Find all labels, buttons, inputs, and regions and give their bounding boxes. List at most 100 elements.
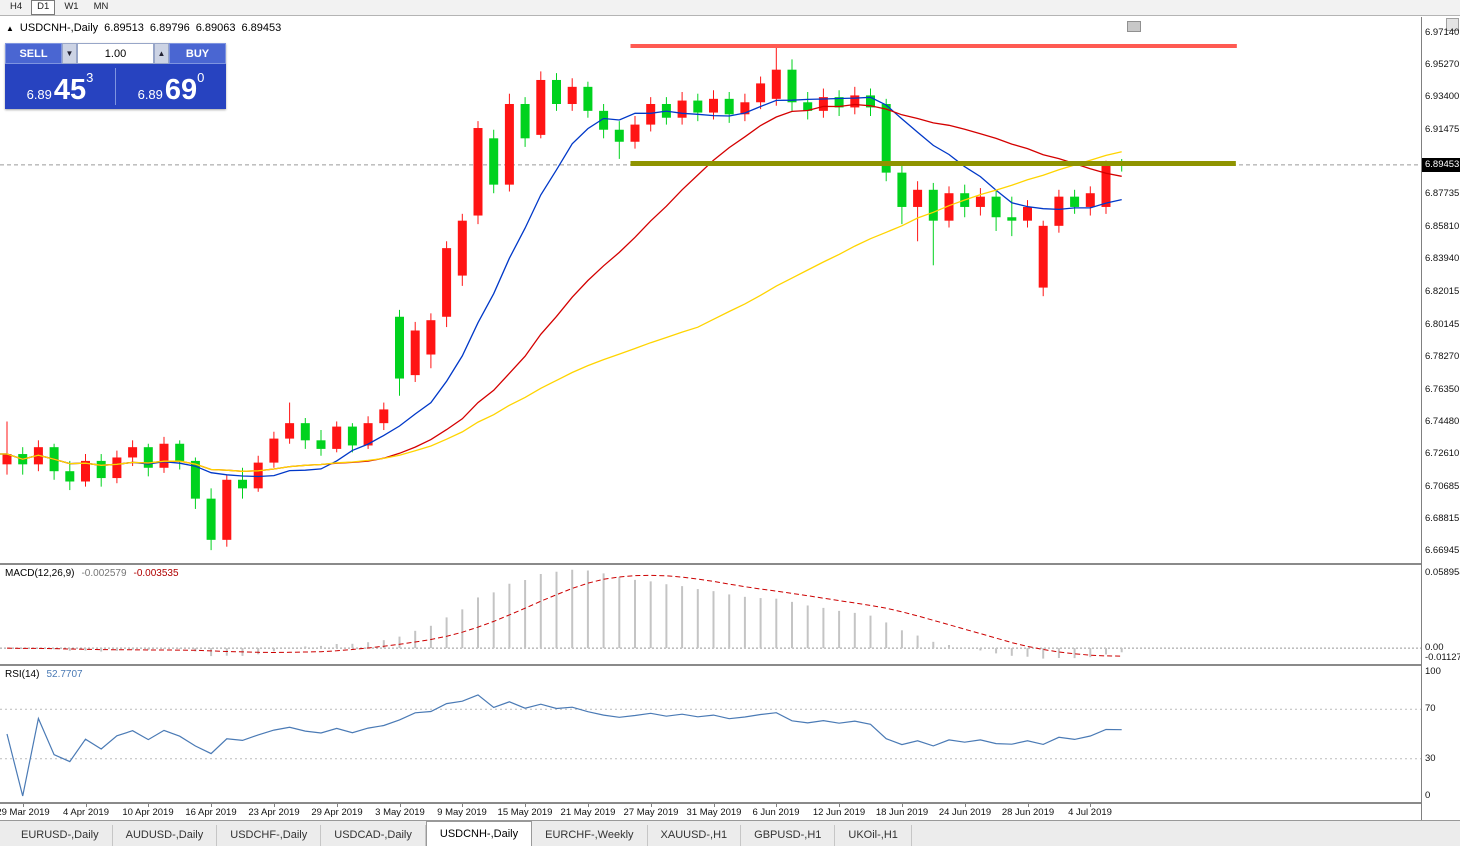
chart-tab-bar: EURUSD-,Daily AUDUSD-,Daily USDCHF-,Daily U… — [0, 820, 1460, 846]
time-axis-label: 4 Jul 2019 — [1068, 807, 1112, 818]
tab-ukoil-h1[interactable]: UKOil-,H1 — [835, 825, 912, 846]
tab-usdchf-daily[interactable]: USDCHF-,Daily — [217, 825, 322, 846]
timeframe-button-d1[interactable]: D1 — [31, 0, 56, 15]
time-axis-tick — [337, 804, 338, 807]
tab-xauusd-h1[interactable]: XAUUSD-,H1 — [647, 825, 742, 846]
volume-input[interactable]: 1.00 — [77, 43, 154, 64]
time-axis-label: 6 Jun 2019 — [752, 807, 800, 818]
tab-usdcad-daily[interactable]: USDCAD-,Daily — [321, 825, 426, 846]
scrollbar-button[interactable] — [1446, 18, 1459, 31]
price-axis-label: 6.91475 — [1425, 124, 1460, 136]
price-axis-label: 6.76350 — [1425, 383, 1460, 395]
timeframe-button-h4[interactable]: H4 — [10, 1, 23, 12]
rsi-axis-label: 70 — [1425, 703, 1436, 715]
tab-eurusd-daily[interactable]: EURUSD-,Daily — [8, 825, 113, 846]
price-axis-label: 6.83940 — [1425, 253, 1460, 265]
panel-separator[interactable] — [0, 664, 1460, 666]
tab-gbpusd-h1[interactable]: GBPUSD-,H1 — [741, 825, 836, 846]
price-divider — [115, 68, 116, 105]
macd-indicator-name: MACD(12,26,9) — [5, 568, 75, 579]
timeframe-toolbar: H4 D1 W1 MN — [0, 0, 1460, 16]
macd-signal-value: -0.003535 — [133, 568, 179, 579]
time-axis-label: 29 Apr 2019 — [311, 807, 363, 818]
time-axis-tick — [23, 804, 24, 807]
time-axis-label: 28 Jun 2019 — [1001, 807, 1055, 818]
time-axis-label: 10 Apr 2019 — [122, 807, 174, 818]
tab-audusd-daily[interactable]: AUDUSD-,Daily — [112, 825, 218, 846]
buy-price-base: 6.89 — [137, 87, 163, 102]
rsi-indicator-canvas[interactable] — [0, 666, 1421, 802]
price-axis-label: 6.66945 — [1425, 545, 1460, 557]
rsi-line — [6, 694, 1122, 797]
chart-area: ▲ USDCNH-,Daily 6.89513 6.89796 6.89063 6.894… — [0, 17, 1460, 820]
time-axis-tick — [525, 804, 526, 807]
macd-indicator-canvas[interactable] — [0, 565, 1421, 664]
volume-decrease-button[interactable]: ▼ — [62, 43, 77, 64]
time-axis-tick — [274, 804, 275, 807]
panel-separator[interactable] — [0, 563, 1460, 565]
rsi-value: 52.7707 — [46, 669, 83, 680]
candles-layer — [2, 45, 1127, 551]
time-axis-label: 18 Jun 2019 — [875, 807, 929, 818]
time-axis-tick — [588, 804, 589, 807]
price-axis-label: 6.68815 — [1425, 512, 1460, 524]
bar-direction-icon: ▲ — [6, 24, 14, 33]
price-axis-label: 6.85810 — [1425, 221, 1460, 233]
time-axis-label: 21 May 2019 — [560, 807, 616, 818]
price-axis-label: 6.93400 — [1425, 91, 1460, 103]
moving-average-9-line — [0, 96, 1122, 478]
time-axis-label: 27 May 2019 — [623, 807, 679, 818]
moving-average-21-line — [0, 103, 1122, 472]
ohlc-open: 6.89513 — [104, 22, 144, 34]
time-axis-tick — [776, 804, 777, 807]
sell-price-base: 6.89 — [26, 87, 52, 102]
price-axis-label: 6.97140 — [1425, 26, 1460, 38]
timeframe-button-w1[interactable]: W1 — [64, 1, 79, 12]
time-axis-tick — [400, 804, 401, 807]
time-axis-tick — [714, 804, 715, 807]
moving-average-45-line — [0, 151, 1122, 472]
timeframe-button-mn[interactable]: MN — [93, 1, 109, 12]
chart-title: USDCNH-,Daily — [19, 22, 99, 34]
sell-price-pips: 45 — [53, 74, 87, 107]
price-axis-label: 6.95270 — [1425, 59, 1460, 71]
rsi-axis-label: 0 — [1425, 790, 1431, 801]
ohlc-low: 6.89063 — [195, 22, 236, 34]
time-axis-label: 29 Mar 2019 — [0, 807, 50, 818]
plot-area[interactable]: ▲ USDCNH-,Daily 6.89513 6.89796 6.89063 6.894… — [0, 17, 1421, 820]
time-axis-tick — [965, 804, 966, 807]
time-axis-label: 23 Apr 2019 — [248, 807, 300, 818]
chart-shift-marker[interactable] — [1127, 21, 1141, 32]
sell-price-point: 3 — [86, 70, 94, 85]
time-axis-tick — [211, 804, 212, 807]
current-price-badge: 6.89453 — [1422, 157, 1460, 172]
sell-price-display[interactable]: 6.89 45 3 — [5, 64, 115, 109]
price-axis[interactable]: 6.89453 6.97140 6.95270 6.93400 6.91475 6.87… — [1421, 17, 1460, 820]
macd-axis-zero-label: 0.00 — [1425, 642, 1444, 654]
price-axis-label: 6.80145 — [1425, 318, 1460, 330]
tab-eurchf-weekly[interactable]: EURCHF-,Weekly — [532, 825, 648, 846]
buy-price-display[interactable]: 6.89 69 0 — [116, 64, 226, 109]
time-axis[interactable]: 29 Mar 2019 4 Apr 2019 10 Apr 2019 16 Apr 2… — [0, 804, 1421, 820]
one-click-trading-panel: SELL ▼ 1.00 ▲ BUY 6.89 45 3 6.89 69 0 — [5, 43, 226, 109]
time-axis-tick — [148, 804, 149, 807]
volume-increase-button[interactable]: ▲ — [154, 43, 169, 64]
time-axis-tick — [1028, 804, 1029, 807]
sell-button[interactable]: SELL — [5, 43, 62, 64]
buy-button[interactable]: BUY — [169, 43, 226, 64]
macd-signal-line — [6, 574, 1122, 657]
trade-controls-row: SELL ▼ 1.00 ▲ BUY — [5, 43, 226, 64]
tab-usdcnh-daily[interactable]: USDCNH-,Daily — [425, 821, 533, 846]
price-axis-label: 6.74480 — [1425, 415, 1460, 427]
time-axis-tick — [651, 804, 652, 807]
price-axis-label: 6.70685 — [1425, 480, 1460, 492]
time-axis-tick — [839, 804, 840, 807]
time-axis-label: 24 Jun 2019 — [938, 807, 992, 818]
rsi-indicator-name: RSI(14) — [5, 669, 40, 680]
buy-price-pips: 69 — [164, 74, 198, 107]
price-axis-label: 6.87735 — [1425, 188, 1460, 200]
time-axis-label: 15 May 2019 — [497, 807, 553, 818]
rsi-label: RSI(14) 52.7707 — [5, 669, 83, 680]
price-chart-canvas[interactable] — [0, 17, 1421, 563]
